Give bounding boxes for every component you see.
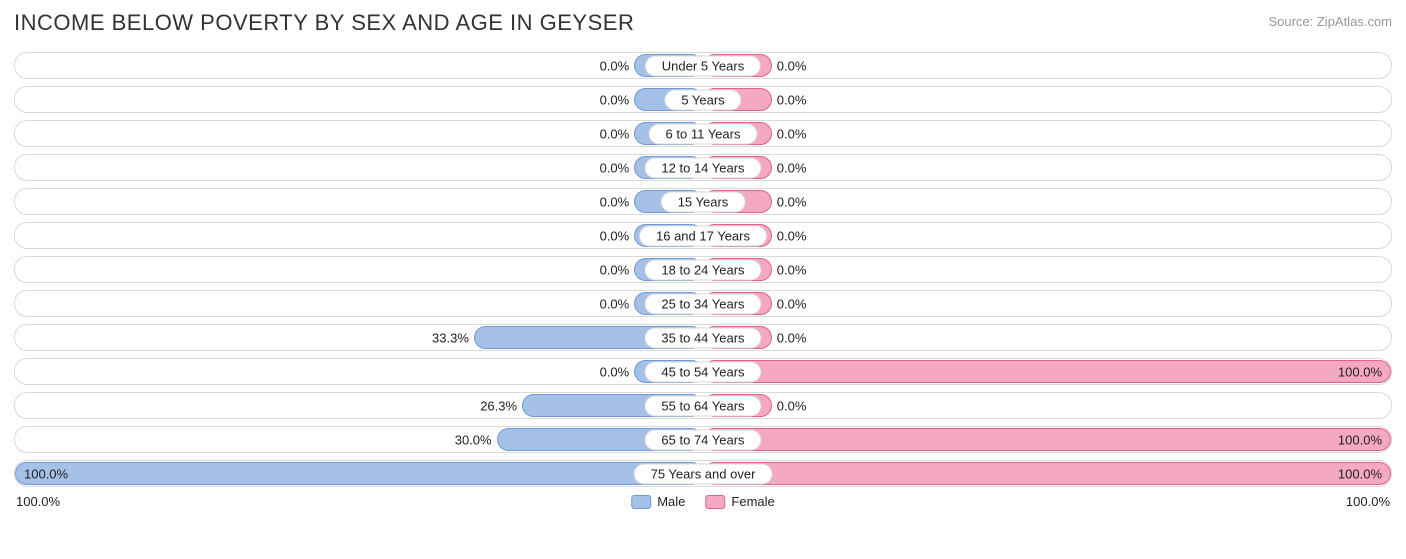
- value-label-male: 26.3%: [480, 398, 523, 413]
- category-label: 65 to 74 Years: [644, 429, 761, 450]
- chart-row: 0.0% 0.0% 6 to 11 Years: [14, 120, 1392, 147]
- axis-tick-right: 100.0%: [1346, 494, 1390, 509]
- category-label: 12 to 14 Years: [644, 157, 761, 178]
- value-label-male: 0.0%: [600, 58, 636, 73]
- value-label-female: 100.0%: [1338, 432, 1382, 447]
- legend-label-male: Male: [657, 494, 685, 509]
- value-label-female: 0.0%: [771, 58, 807, 73]
- value-label-female: 100.0%: [1338, 466, 1382, 481]
- chart-title: INCOME BELOW POVERTY BY SEX AND AGE IN G…: [14, 10, 634, 36]
- value-label-male: 33.3%: [432, 330, 475, 345]
- value-label-male: 0.0%: [600, 160, 636, 175]
- legend: Male Female: [631, 494, 775, 509]
- value-label-female: 0.0%: [771, 92, 807, 107]
- value-label-female: 0.0%: [771, 262, 807, 277]
- category-label: 45 to 54 Years: [644, 361, 761, 382]
- value-label-female: 0.0%: [771, 228, 807, 243]
- value-label-female: 0.0%: [771, 296, 807, 311]
- value-label-male: 0.0%: [600, 262, 636, 277]
- category-label: 25 to 34 Years: [644, 293, 761, 314]
- legend-item-female: Female: [705, 494, 774, 509]
- value-label-female: 0.0%: [771, 160, 807, 175]
- value-label-female: 100.0%: [1338, 364, 1382, 379]
- chart-row: 33.3% 0.0% 35 to 44 Years: [14, 324, 1392, 351]
- chart-row: 0.0%0.0%16 and 17 Years: [14, 222, 1392, 249]
- x-axis: 100.0% Male Female 100.0%: [14, 494, 1392, 514]
- category-label: 35 to 44 Years: [644, 327, 761, 348]
- value-label-male: 0.0%: [600, 364, 636, 379]
- category-label: Under 5 Years: [645, 55, 761, 76]
- bar-female: 100.0%: [703, 462, 1391, 485]
- value-label-male: 30.0%: [455, 432, 498, 447]
- value-label-male: 0.0%: [600, 126, 636, 141]
- value-label-male: 100.0%: [24, 466, 68, 481]
- chart-row: 26.3% 0.0% 55 to 64 Years: [14, 392, 1392, 419]
- category-label: 16 and 17 Years: [639, 225, 767, 246]
- category-label: 75 Years and over: [634, 463, 773, 484]
- value-label-female: 0.0%: [771, 194, 807, 209]
- chart-row: 30.0% 100.0% 65 to 74 Years: [14, 426, 1392, 453]
- diverging-bar-chart: 0.0%0.0%Under 5 Years0.0%0.0%5 Years0.0%…: [14, 52, 1392, 487]
- chart-row: 0.0% 0.0% 15 Years: [14, 188, 1392, 215]
- chart-row: 0.0% 0.0% 12 to 14 Years: [14, 154, 1392, 181]
- category-label: 5 Years: [664, 89, 741, 110]
- category-label: 15 Years: [661, 191, 746, 212]
- category-label: 18 to 24 Years: [644, 259, 761, 280]
- chart-row: 0.0% 0.0% 25 to 34 Years: [14, 290, 1392, 317]
- value-label-male: 0.0%: [600, 296, 636, 311]
- source-attribution: Source: ZipAtlas.com: [1268, 10, 1392, 29]
- category-label: 6 to 11 Years: [649, 123, 758, 144]
- chart-row: 0.0% 0.0% 5 Years: [14, 86, 1392, 113]
- value-label-female: 0.0%: [771, 398, 807, 413]
- axis-tick-left: 100.0%: [16, 494, 60, 509]
- value-label-male: 0.0%: [600, 92, 636, 107]
- chart-row: 0.0% 100.0% 45 to 54 Years: [14, 358, 1392, 385]
- value-label-male: 0.0%: [600, 194, 636, 209]
- value-label-female: 0.0%: [771, 330, 807, 345]
- chart-row: 0.0% 0.0% 18 to 24 Years: [14, 256, 1392, 283]
- bar-female: 100.0%: [703, 428, 1391, 451]
- category-label: 55 to 64 Years: [644, 395, 761, 416]
- bar-male: 100.0%: [15, 462, 703, 485]
- bar-female: 100.0%: [703, 360, 1391, 383]
- legend-item-male: Male: [631, 494, 685, 509]
- chart-row: 0.0% 0.0% Under 5 Years: [14, 52, 1392, 79]
- legend-label-female: Female: [731, 494, 774, 509]
- legend-swatch-female: [705, 495, 725, 509]
- value-label-female: 0.0%: [771, 126, 807, 141]
- chart-row: 100.0% 100.0% 75 Years and over: [14, 460, 1392, 487]
- value-label-male: 0.0%: [600, 228, 636, 243]
- legend-swatch-male: [631, 495, 651, 509]
